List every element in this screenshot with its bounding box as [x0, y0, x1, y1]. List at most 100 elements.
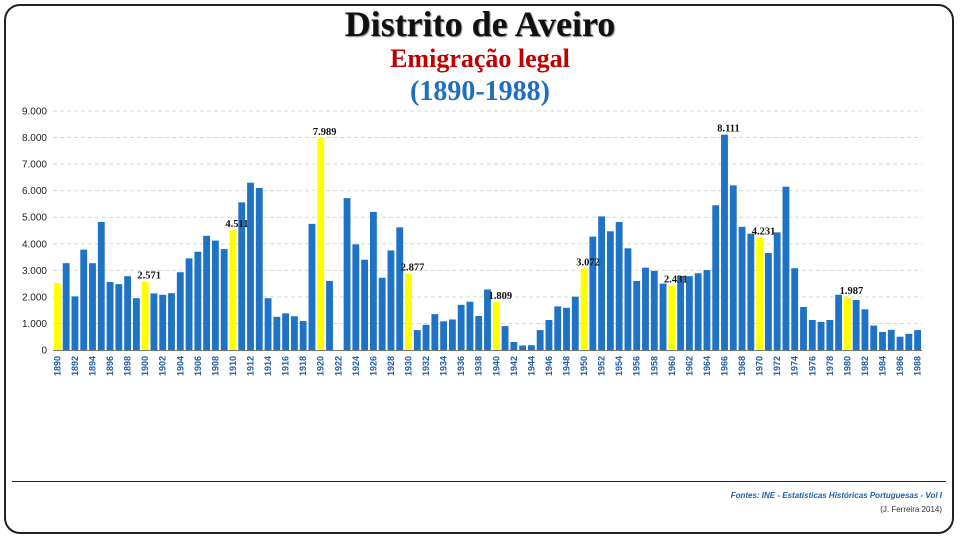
bar-1919 — [308, 223, 316, 350]
bar-chart: 0 1.000 2.000 3.000 4.000 5.000 6.000 7.000 8.00… — [22, 107, 923, 377]
bar-1962 — [685, 276, 693, 350]
bar-1914 — [264, 298, 272, 350]
bar-1968 — [738, 226, 746, 350]
data-label-1960: 2.431 — [664, 274, 688, 285]
source-note: Fontes: INE - Estatísticas Históricas Po… — [730, 491, 942, 500]
bar-1899 — [132, 298, 140, 350]
bar-1913 — [255, 188, 263, 350]
bar-1911 — [238, 202, 246, 350]
bar-1959 — [659, 283, 667, 350]
x-tick-label: 1984 — [878, 356, 888, 376]
bar-1928 — [387, 250, 395, 350]
bar-1912 — [247, 182, 254, 350]
bar-1956 — [633, 280, 641, 350]
y-tick-label: 8.000 — [22, 133, 47, 144]
bar-1960 — [668, 285, 676, 350]
bar-1974 — [791, 268, 799, 350]
bar-1954 — [615, 222, 623, 350]
bar-1984 — [879, 331, 886, 350]
bar-1901 — [150, 293, 158, 350]
bar-1938 — [475, 316, 483, 350]
bar-1902 — [159, 294, 167, 350]
x-tick-label: 1958 — [649, 356, 659, 376]
bar-1931 — [413, 330, 421, 350]
bar-1923 — [343, 198, 351, 350]
x-tick-label: 1930 — [404, 356, 414, 376]
bar-1987 — [905, 333, 913, 350]
bar-1983 — [870, 325, 878, 350]
y-tick-label: 3.000 — [22, 266, 47, 277]
bar-1979 — [835, 294, 843, 350]
bar-1891 — [62, 263, 70, 350]
footer-divider — [12, 481, 946, 482]
bar-1915 — [273, 316, 281, 350]
x-tick-label: 1960 — [667, 356, 677, 376]
bar-1894 — [89, 263, 96, 350]
x-tick-label: 1922 — [333, 356, 343, 376]
bar-1944 — [527, 345, 535, 350]
x-tick-label: 1980 — [842, 356, 852, 376]
data-label-1950: 3.072 — [576, 257, 600, 268]
bar-1961 — [677, 275, 685, 350]
bar-1932 — [422, 324, 430, 350]
x-tick-label: 1940 — [491, 356, 501, 376]
bar-1900 — [141, 281, 149, 350]
data-label-1930: 2.877 — [401, 263, 425, 274]
x-tick-label: 1890 — [52, 356, 62, 376]
x-tick-label: 1974 — [790, 356, 800, 376]
bar-1967 — [729, 185, 737, 350]
y-tick-label: 6.000 — [22, 186, 47, 197]
bar-1940 — [492, 301, 500, 350]
bar-1972 — [773, 232, 781, 350]
x-tick-label: 1972 — [772, 356, 782, 376]
bar-1892 — [71, 296, 79, 350]
bar-1981 — [852, 300, 860, 350]
bar-1958 — [650, 270, 658, 350]
x-tick-label: 1944 — [526, 356, 536, 376]
bar-1897 — [115, 284, 123, 350]
data-label-1966: 8.111 — [717, 124, 739, 135]
bar-1951 — [589, 236, 597, 350]
bar-1970 — [756, 237, 764, 350]
x-tick-label: 1956 — [632, 356, 642, 376]
bar-1982 — [861, 309, 869, 350]
bar-1903 — [168, 293, 175, 350]
bar-1935 — [448, 319, 456, 350]
y-tick-label: 0 — [41, 346, 47, 357]
bar-1907 — [203, 235, 211, 350]
data-label-1940: 1.809 — [488, 291, 512, 302]
x-tick-label: 1938 — [474, 356, 484, 376]
data-label-1920: 7.989 — [313, 127, 337, 138]
x-tick-label: 1946 — [544, 356, 554, 376]
x-tick-label: 1966 — [720, 356, 730, 376]
bar-1986 — [896, 336, 904, 350]
bar-1926 — [369, 211, 377, 350]
bar-1895 — [97, 222, 105, 350]
bar-1980 — [843, 297, 851, 350]
x-tick-label: 1914 — [263, 356, 273, 376]
x-tick-label: 1942 — [509, 356, 519, 376]
slide-frame — [4, 4, 954, 534]
data-label-1910: 4.511 — [225, 219, 248, 230]
x-tick-label: 1912 — [246, 356, 256, 376]
bar-1978 — [826, 319, 834, 350]
bar-1975 — [800, 306, 807, 350]
bar-1893 — [80, 249, 88, 350]
bar-1945 — [536, 330, 544, 350]
x-tick-label: 1896 — [105, 356, 115, 376]
x-tick-label: 1948 — [562, 356, 572, 376]
x-tick-label: 1920 — [316, 356, 326, 376]
y-tick-label: 1.000 — [22, 319, 47, 330]
bar-1955 — [624, 248, 632, 350]
bar-1977 — [817, 321, 825, 350]
bar-1920 — [317, 137, 325, 350]
data-label-1980: 1.987 — [840, 286, 864, 297]
x-tick-label: 1932 — [421, 356, 431, 376]
x-tick-label: 1900 — [140, 356, 150, 376]
x-tick-label: 1916 — [281, 356, 291, 376]
bar-1971 — [764, 253, 772, 350]
bar-1963 — [694, 273, 702, 350]
bar-1953 — [606, 231, 614, 350]
x-tick-label: 1978 — [825, 356, 835, 376]
bar-1910 — [229, 230, 237, 350]
